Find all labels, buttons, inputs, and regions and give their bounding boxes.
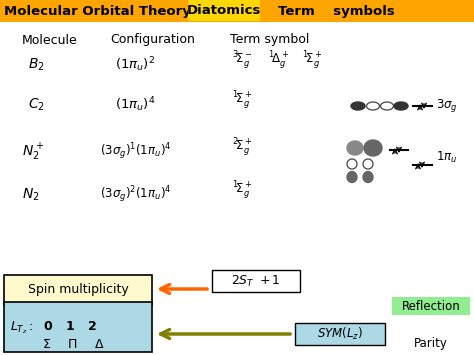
FancyBboxPatch shape — [4, 302, 152, 352]
Text: $L_{T_z}:$  0   1   2: $L_{T_z}:$ 0 1 2 — [10, 320, 97, 336]
Bar — [188, 0, 260, 21]
Text: $(1\pi_u)^4$: $(1\pi_u)^4$ — [115, 95, 155, 114]
FancyBboxPatch shape — [295, 323, 385, 345]
Text: $1\pi_u$: $1\pi_u$ — [436, 149, 457, 165]
Ellipse shape — [347, 159, 357, 169]
Text: $SYM(L_z)$: $SYM(L_z)$ — [317, 326, 363, 342]
Ellipse shape — [381, 102, 393, 110]
Ellipse shape — [364, 140, 382, 156]
Text: $^1\!\Sigma_g^+$: $^1\!\Sigma_g^+$ — [302, 49, 323, 71]
Bar — [0, 0, 474, 22]
Ellipse shape — [394, 102, 408, 110]
Text: Molecular Orbital Theory: Molecular Orbital Theory — [4, 5, 191, 17]
Text: $C_2$: $C_2$ — [28, 97, 45, 113]
Text: Spin multiplicity: Spin multiplicity — [27, 284, 128, 296]
Text: $^1\!\Sigma_g^+$: $^1\!\Sigma_g^+$ — [232, 179, 253, 201]
Text: $^2\!\Sigma_g^+$: $^2\!\Sigma_g^+$ — [232, 136, 253, 158]
Text: Term    symbols: Term symbols — [278, 5, 395, 17]
Text: $^1\!\Delta_g^+$: $^1\!\Delta_g^+$ — [268, 49, 290, 71]
Ellipse shape — [363, 171, 373, 182]
Text: Term symbol: Term symbol — [230, 33, 310, 47]
Text: $3\sigma_g$: $3\sigma_g$ — [436, 98, 458, 115]
Text: $N_2$: $N_2$ — [22, 187, 40, 203]
Text: $(3\sigma_g)^1(1\pi_u)^4$: $(3\sigma_g)^1(1\pi_u)^4$ — [100, 142, 172, 162]
Text: $B_2$: $B_2$ — [28, 57, 45, 73]
FancyBboxPatch shape — [392, 297, 470, 315]
Text: Molecule: Molecule — [22, 33, 78, 47]
Ellipse shape — [347, 141, 363, 155]
Text: Configuration: Configuration — [110, 33, 195, 47]
FancyBboxPatch shape — [212, 270, 300, 292]
Text: Diatomics: Diatomics — [187, 5, 261, 17]
Text: $N_2^+$: $N_2^+$ — [22, 141, 44, 163]
Text: Parity: Parity — [414, 338, 448, 350]
Ellipse shape — [347, 171, 357, 182]
Text: $^3\!\Sigma_g^-$: $^3\!\Sigma_g^-$ — [232, 49, 253, 71]
Text: $\Sigma$    $\Pi$    $\Delta$: $\Sigma$ $\Pi$ $\Delta$ — [42, 339, 105, 351]
Text: $2S_T\ +1$: $2S_T\ +1$ — [231, 273, 281, 289]
Text: $(3\sigma_g)^2(1\pi_u)^4$: $(3\sigma_g)^2(1\pi_u)^4$ — [100, 185, 172, 205]
Ellipse shape — [363, 159, 373, 169]
FancyBboxPatch shape — [4, 275, 152, 305]
Text: $^1\!\Sigma_g^+$: $^1\!\Sigma_g^+$ — [232, 89, 253, 111]
Text: $(1\pi_u)^2$: $(1\pi_u)^2$ — [115, 56, 155, 74]
Ellipse shape — [366, 102, 380, 110]
Text: Reflection: Reflection — [401, 300, 460, 312]
Ellipse shape — [351, 102, 365, 110]
